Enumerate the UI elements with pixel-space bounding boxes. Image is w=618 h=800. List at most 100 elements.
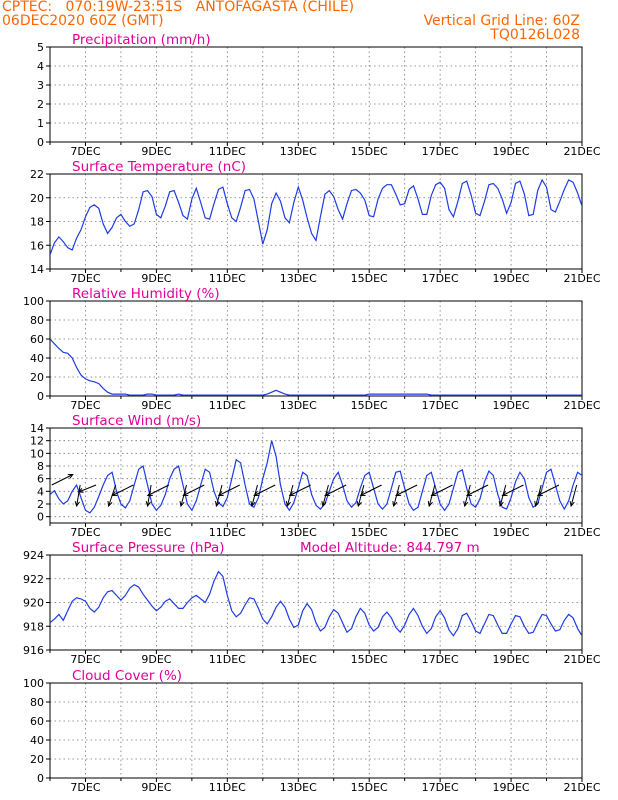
y-tick-label: 1 [37, 117, 44, 130]
panel-frame [49, 682, 583, 779]
x-tick-label: 21DEC [563, 145, 600, 158]
x-tick-label: 7DEC [70, 399, 100, 412]
panel-frame [49, 46, 583, 143]
y-tick-label: 920 [23, 597, 44, 610]
x-tick-label: 7DEC [70, 526, 100, 539]
y-tick-label: 924 [23, 549, 44, 562]
wind-vector-head [146, 491, 153, 497]
wind-vector-shaft [537, 484, 560, 496]
y-tick-label: 80 [30, 314, 44, 327]
wind-title: Surface Wind (m/s) [72, 413, 201, 429]
x-tick-label: 17DEC [422, 653, 459, 666]
y-tick-label: 22 [30, 168, 44, 181]
x-tick-label: 19DEC [493, 145, 530, 158]
wind-vector-head [107, 500, 113, 508]
y-tick-label: 20 [30, 192, 44, 205]
pres-title: Surface Pressure (hPa) [72, 540, 225, 556]
y-tick-label: 916 [23, 644, 44, 657]
y-tick-label: 5 [37, 41, 44, 54]
pres-panel: 916 918 920 922 924 7DEC 9DEC 11DEC 13DEC 15DEC 17… [23, 540, 601, 666]
wind-vector-head [501, 491, 508, 497]
y-tick-label: 18 [30, 216, 44, 229]
y-tick-label: 0 [37, 772, 44, 785]
x-tick-label: 11DEC [209, 653, 246, 666]
wind-vector-shaft [502, 484, 524, 496]
wind-vector-head [179, 501, 185, 508]
y-tick-label: 60 [30, 333, 44, 346]
wind-vector-head [569, 501, 575, 508]
x-tick-label: 17DEC [422, 781, 459, 794]
panel-frame [49, 427, 583, 524]
x-tick-label: 7DEC [70, 145, 100, 158]
x-tick-label: 13DEC [280, 653, 317, 666]
wind-vector-head [534, 501, 540, 508]
wind-vector-head [285, 501, 291, 508]
x-tick-label: 21DEC [563, 526, 600, 539]
rh-title: Relative Humidity (%) [72, 286, 220, 302]
x-tick-label: 17DEC [422, 145, 459, 158]
x-tick-label: 9DEC [141, 399, 171, 412]
x-tick-label: 21DEC [563, 399, 600, 412]
wind-vector-head [253, 491, 260, 497]
precip-panel: 0 1 2 3 4 5 7DEC 9DEC 11DEC 13DEC 15DEC 17DEC 19DEC 2… [37, 32, 601, 158]
wind-vector-head [74, 501, 80, 508]
y-tick-label: 16 [30, 239, 44, 252]
y-tick-label: 2 [37, 498, 44, 511]
wind-vector-shaft [289, 484, 311, 496]
x-tick-label: 19DEC [493, 526, 530, 539]
x-tick-label: 7DEC [70, 272, 100, 285]
wind-vector-head [77, 487, 84, 493]
x-tick-label: 13DEC [280, 272, 317, 285]
wind-vector-head [395, 491, 402, 497]
wind-vector-head [427, 501, 433, 508]
y-tick-label: 20 [30, 371, 44, 384]
x-tick-label: 21DEC [563, 653, 600, 666]
wind-series-line [50, 440, 582, 514]
x-tick-label: 13DEC [280, 399, 317, 412]
wind-vector-head [463, 501, 469, 508]
wind-vector-head [217, 491, 224, 497]
wind-vector-shaft [112, 484, 134, 496]
y-tick-label: 0 [37, 136, 44, 149]
x-tick-label: 13DEC [280, 526, 317, 539]
x-tick-label: 19DEC [493, 781, 530, 794]
wind-vector-shaft [76, 484, 81, 507]
x-tick-label: 19DEC [493, 653, 530, 666]
x-tick-label: 19DEC [493, 399, 530, 412]
x-tick-label: 9DEC [141, 781, 171, 794]
rh-series-line [50, 338, 582, 396]
x-tick-label: 7DEC [70, 781, 100, 794]
x-tick-label: 13DEC [280, 145, 317, 158]
y-tick-label: 40 [30, 352, 44, 365]
x-tick-label: 7DEC [70, 653, 100, 666]
wind-vector-shaft [431, 484, 453, 496]
wind-vector-head [536, 491, 543, 497]
y-tick-label: 80 [30, 696, 44, 709]
wind-vector-head [359, 491, 366, 497]
date-header: 06DEC2020 60Z (GMT) [2, 13, 164, 29]
wind-vector-shaft [360, 484, 382, 496]
wind-vector-shaft [324, 484, 347, 496]
x-tick-label: 15DEC [351, 526, 388, 539]
wind-vector-head [288, 491, 295, 497]
y-tick-label: 0 [37, 511, 44, 524]
cloud-title: Cloud Cover (%) [72, 668, 182, 684]
wind-vector-head [392, 501, 398, 508]
wind-vector-head [67, 473, 74, 479]
x-tick-label: 21DEC [563, 272, 600, 285]
pres-annotation: Model Altitude: 844.797 m [300, 540, 480, 556]
wind-vector-head [145, 501, 151, 508]
wind-vector-shaft [147, 484, 170, 496]
x-tick-label: 15DEC [351, 399, 388, 412]
wind-vector-head [465, 491, 473, 497]
x-tick-label: 17DEC [422, 526, 459, 539]
y-tick-label: 4 [37, 60, 44, 73]
wind-vector-head [111, 491, 118, 497]
x-tick-label: 11DEC [209, 145, 246, 158]
x-tick-label: 9DEC [141, 272, 171, 285]
wind-vector-head [324, 491, 331, 497]
x-tick-label: 13DEC [280, 781, 317, 794]
x-tick-label: 9DEC [141, 653, 171, 666]
wind-vector-shaft [395, 484, 418, 496]
